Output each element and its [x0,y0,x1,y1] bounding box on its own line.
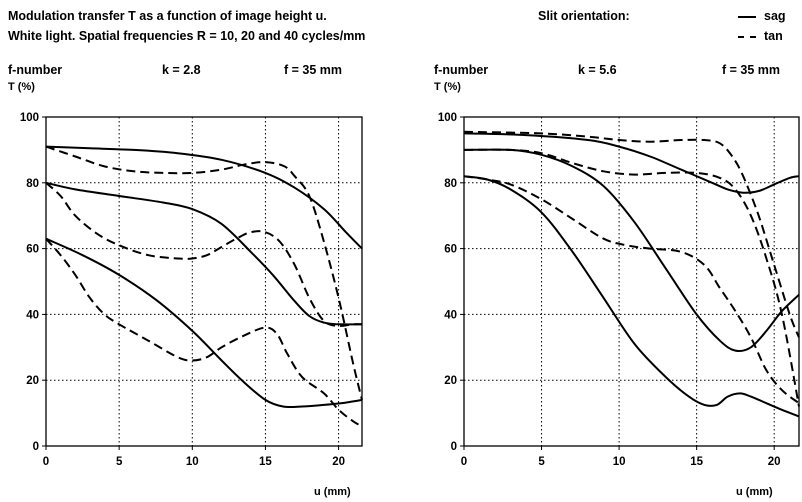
chart-title-line1: Modulation transfer T as a function of i… [8,9,327,23]
left-k-label: k = 2.8 [162,63,201,77]
right-tan-10-curve [463,130,800,338]
right-x-tick-label: 0 [461,456,467,468]
left-x-axis-label: u (mm) [314,486,351,498]
right-y-axis-label: T (%) [434,81,461,93]
right-x-tick-label: 5 [538,456,545,468]
legend-tan-line [738,36,756,38]
legend-sag-label: sag [764,9,786,23]
left-x-tick-label: 0 [43,456,49,468]
right-x-tick-label: 10 [613,456,626,468]
left-plot-frame [45,116,363,447]
right-x-tick-label: 15 [690,456,703,468]
left-y-tick-label: 20 [26,375,39,387]
right-y-tick-label: 100 [438,112,457,124]
right-y-tick-label: 20 [444,375,457,387]
right-fnumber-label: f-number [434,63,489,77]
right-y-tick-label: 40 [444,309,457,321]
left-tan-40-curve [45,238,363,428]
left-x-tick-label: 15 [259,456,272,468]
right-k-label: k = 5.6 [578,63,617,77]
right-x-axis-label: u (mm) [736,486,773,498]
left-x-tick-label: 20 [332,456,345,468]
chart-title-line2: White light. Spatial frequencies R = 10,… [8,29,366,43]
right-f-label: f = 35 mm [722,63,781,77]
right-x-tick-label: 20 [768,456,781,468]
left-tan-10-curve [45,145,363,401]
left-tan-20-curve [45,182,363,328]
left-sag-20-curve [45,181,363,326]
left-sag-40-curve [45,237,363,409]
right-tan-40-curve [463,175,800,404]
left-y-tick-label: 0 [33,441,39,453]
left-y-tick-label: 60 [26,244,39,256]
left-f-label: f = 35 mm [284,63,343,77]
left-sag-10-curve [45,145,363,250]
slit-orientation-label: Slit orientation: [538,9,630,23]
right-plot-frame [463,116,800,447]
right-y-tick-label: 80 [444,178,457,190]
right-sag-10-curve [463,132,800,194]
left-y-tick-label: 80 [26,178,39,190]
right-sag-40-curve [463,175,800,418]
left-fnumber-label: f-number [8,63,63,77]
legend-tan-label: tan [764,29,783,43]
right-y-tick-label: 60 [444,244,457,256]
left-x-tick-label: 5 [116,456,123,468]
legend-sag-line [738,16,756,18]
right-tan-20-curve [463,148,800,407]
right-sag-20-curve [463,148,800,353]
left-y-tick-label: 100 [20,112,39,124]
left-y-axis-label: T (%) [8,81,35,93]
left-x-tick-label: 10 [186,456,199,468]
right-y-tick-label: 0 [451,441,457,453]
left-y-tick-label: 40 [26,309,39,321]
